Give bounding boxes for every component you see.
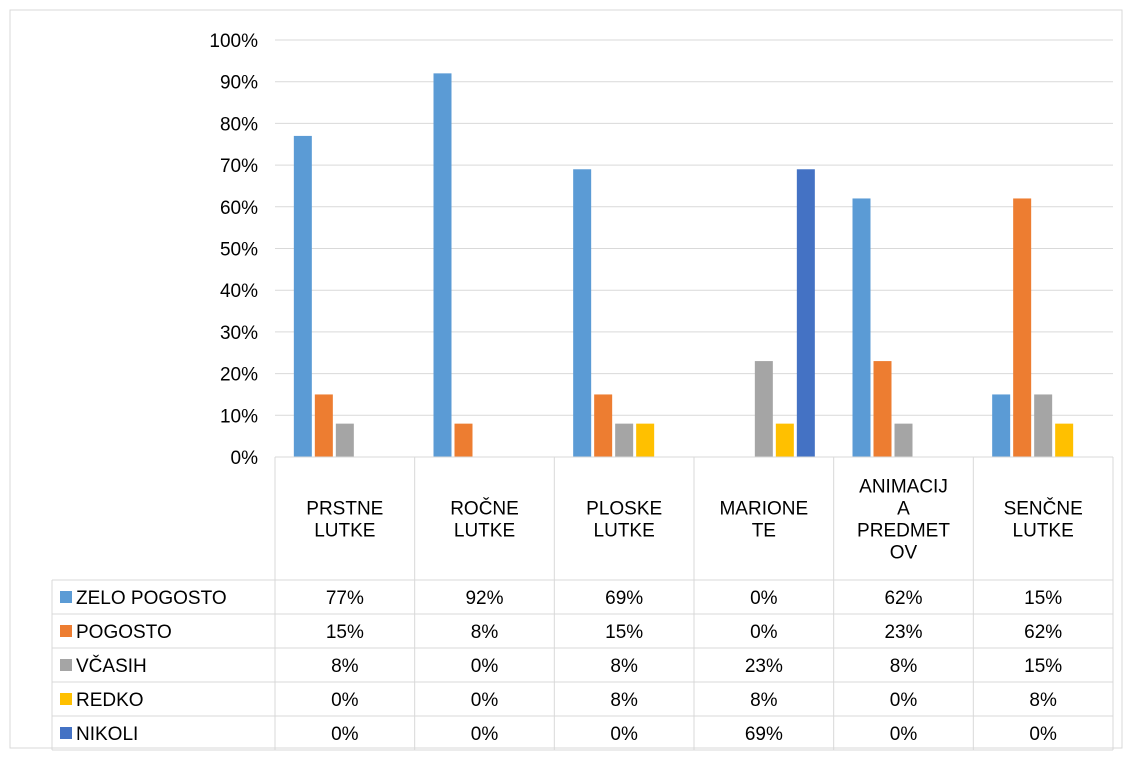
table-value: 69% (745, 724, 783, 745)
bar (454, 423, 473, 457)
bar (636, 423, 655, 457)
table-value: 8% (610, 656, 638, 677)
y-tick-label: 50% (220, 240, 258, 261)
legend-swatch (60, 591, 72, 603)
table-value: 0% (890, 690, 918, 711)
y-tick-label: 20% (220, 365, 258, 386)
table-value: 0% (471, 724, 499, 745)
legend-label: REDKO (76, 690, 144, 711)
y-tick-label: 60% (220, 198, 258, 219)
table-value: 8% (890, 656, 918, 677)
table-value: 77% (326, 588, 364, 609)
table-value: 0% (750, 622, 778, 643)
legend-label: ZELO POGOSTO (76, 588, 227, 609)
y-tick-label: 70% (220, 156, 258, 177)
bar (754, 361, 773, 457)
bar (873, 361, 892, 457)
category-label: LUTKE (314, 521, 375, 542)
category-label: PLOSKE (586, 499, 662, 520)
category-label: ANIMACIJ (859, 477, 948, 498)
table-value: 0% (890, 724, 918, 745)
bar (314, 394, 333, 457)
legend-swatch (60, 693, 72, 705)
category-label: LUTKE (454, 521, 515, 542)
table-value: 15% (605, 622, 643, 643)
table-value: 62% (884, 588, 922, 609)
table-value: 0% (750, 588, 778, 609)
bar (1034, 394, 1053, 457)
bar (615, 423, 634, 457)
legend-swatch (60, 659, 72, 671)
y-tick-label: 100% (209, 31, 258, 52)
legend-label: POGOSTO (76, 622, 172, 643)
table-value: 8% (750, 690, 778, 711)
bar (1013, 198, 1032, 457)
legend-label: NIKOLI (76, 724, 138, 745)
category-label: PRSTNE (306, 499, 383, 520)
y-tick-label: 10% (220, 406, 258, 427)
bar (796, 169, 815, 457)
bar (594, 394, 613, 457)
legend-swatch (60, 625, 72, 637)
category-label: PREDMET (857, 521, 950, 542)
table-value: 8% (471, 622, 499, 643)
table-value: 8% (610, 690, 638, 711)
bar (335, 423, 354, 457)
category-label: LUTKE (1013, 521, 1074, 542)
table-value: 0% (331, 690, 359, 711)
bar (852, 198, 871, 457)
y-tick-label: 90% (220, 73, 258, 94)
bar (1055, 423, 1074, 457)
category-label: OV (890, 543, 918, 564)
table-value: 0% (471, 690, 499, 711)
table-value: 0% (471, 656, 499, 677)
table-value: 8% (1029, 690, 1057, 711)
chart-area-border (9, 9, 1123, 749)
legend-swatch (60, 727, 72, 739)
category-label: TE (752, 521, 776, 542)
y-tick-label: 0% (231, 448, 259, 469)
category-label: MARIONE (719, 499, 808, 520)
table-value: 15% (1024, 656, 1062, 677)
category-label: A (897, 499, 910, 520)
bar (775, 423, 794, 457)
bars (293, 73, 1074, 458)
bar (293, 135, 312, 457)
legend-label: VČASIH (76, 655, 147, 677)
table-value: 15% (1024, 588, 1062, 609)
table-value: 15% (326, 622, 364, 643)
category-label: ROČNE (450, 498, 519, 520)
table-value: 62% (1024, 622, 1062, 643)
bar (992, 394, 1011, 457)
y-axis: 0% 10% 20% 30% 40% 50% 60% 70% 80% 90% 100% (209, 31, 258, 469)
data-table: PRSTNELUTKEROČNELUTKEPLOSKELUTKEMARIONET… (51, 456, 1114, 751)
table-value: 23% (745, 656, 783, 677)
category-label: SENČNE (1004, 498, 1083, 520)
table-value: 0% (331, 724, 359, 745)
bar (433, 73, 452, 458)
category-label: LUTKE (594, 521, 655, 542)
y-tick-label: 40% (220, 281, 258, 302)
y-tick-label: 30% (220, 323, 258, 344)
table-value: 92% (465, 588, 503, 609)
table-value: 69% (605, 588, 643, 609)
gridlines (275, 39, 1113, 416)
bar (894, 423, 913, 457)
table-value: 23% (884, 622, 922, 643)
table-value: 0% (1029, 724, 1057, 745)
table-value: 0% (610, 724, 638, 745)
y-tick-label: 80% (220, 114, 258, 135)
bar (573, 169, 592, 457)
table-value: 8% (331, 656, 359, 677)
